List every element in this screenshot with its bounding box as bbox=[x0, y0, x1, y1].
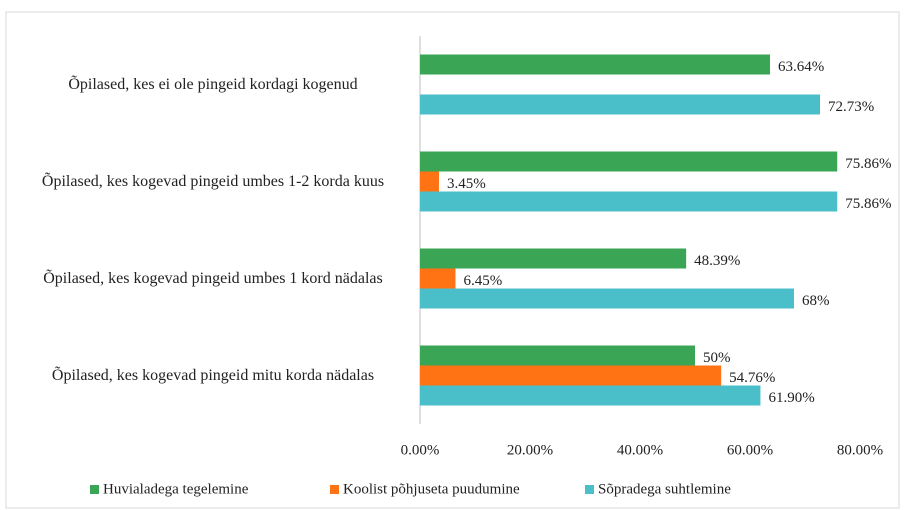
bar bbox=[420, 191, 838, 212]
x-tick-label: 80.00% bbox=[837, 442, 883, 458]
category-label: Õpilased, kes kogevad pingeid mitu korda… bbox=[51, 366, 375, 384]
value-label: 54.76% bbox=[729, 370, 775, 386]
bar bbox=[420, 151, 838, 172]
value-label: 61.90% bbox=[768, 390, 814, 406]
bar bbox=[420, 268, 456, 289]
value-label: 6.45% bbox=[463, 273, 502, 289]
value-label: 50% bbox=[703, 350, 731, 366]
bar bbox=[420, 345, 695, 366]
bar bbox=[420, 94, 821, 115]
category-label: Õpilased, kes kogevad pingeid umbes 1 ko… bbox=[43, 269, 383, 287]
x-tick-label: 0.00% bbox=[401, 442, 440, 458]
bar bbox=[420, 248, 687, 269]
value-label: 75.86% bbox=[845, 156, 891, 172]
bar bbox=[420, 171, 439, 192]
legend-label: Huvialadega tegelemine bbox=[103, 481, 249, 497]
x-tick-label: 40.00% bbox=[617, 442, 663, 458]
legend-swatch bbox=[585, 485, 594, 494]
x-tick-label: 20.00% bbox=[507, 442, 553, 458]
category-label: Õpilased, kes ei ole pingeid kordagi kog… bbox=[68, 75, 358, 93]
bar bbox=[420, 288, 794, 309]
chart-border bbox=[5, 11, 900, 509]
bar bbox=[420, 365, 722, 386]
value-label: 75.86% bbox=[845, 196, 891, 212]
legend-label: Koolist põhjuseta puudumine bbox=[343, 481, 520, 497]
value-label: 3.45% bbox=[447, 176, 486, 192]
value-label: 68% bbox=[802, 293, 830, 309]
category-label: Õpilased, kes kogevad pingeid umbes 1-2 … bbox=[41, 172, 385, 190]
x-tick-label: 60.00% bbox=[727, 442, 773, 458]
legend-label: Sõpradega suhtlemine bbox=[598, 481, 731, 497]
value-label: 63.64% bbox=[778, 59, 824, 75]
bar bbox=[420, 54, 771, 75]
bar bbox=[420, 385, 761, 406]
value-label: 72.73% bbox=[828, 99, 874, 115]
value-label: 48.39% bbox=[694, 253, 740, 269]
legend-swatch bbox=[90, 485, 99, 494]
legend-swatch bbox=[330, 485, 339, 494]
